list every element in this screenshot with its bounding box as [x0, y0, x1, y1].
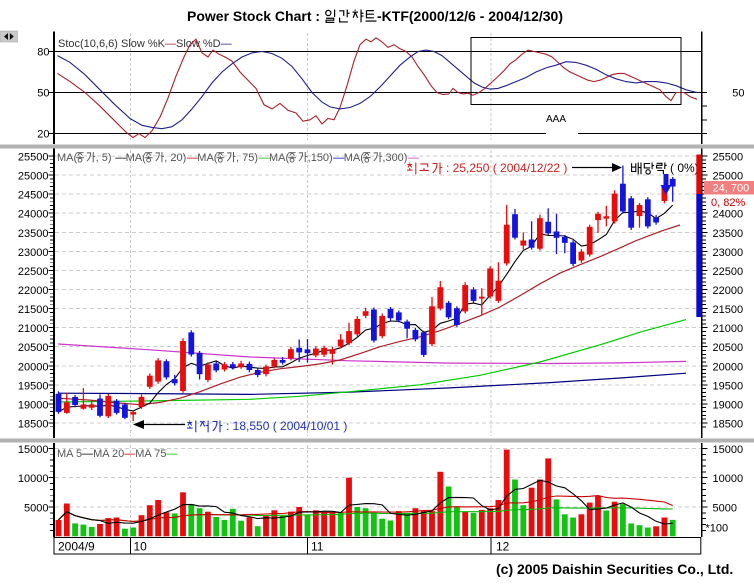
svg-text:50: 50	[37, 88, 49, 100]
svg-text:22500: 22500	[713, 266, 744, 278]
svg-text:MA(: MA(	[344, 152, 365, 164]
svg-text:22000: 22000	[18, 285, 49, 297]
svg-text:*100: *100	[706, 523, 729, 535]
svg-text:MA(: MA(	[126, 152, 146, 164]
svg-text:—: —	[259, 152, 270, 164]
svg-text:12: 12	[496, 540, 510, 554]
svg-text:MA(: MA(	[57, 152, 78, 164]
svg-text:MA 5—MA 20—MA 75—: MA 5—MA 20—MA 75—	[57, 448, 177, 460]
svg-text:—: —	[115, 152, 126, 164]
svg-text:MA(: MA(	[269, 152, 290, 164]
svg-text:24, 700: 24, 700	[713, 183, 750, 195]
svg-text:15000: 15000	[18, 444, 49, 456]
svg-text:—: —	[333, 152, 344, 164]
svg-text:23000: 23000	[713, 247, 744, 259]
svg-text:—: —	[408, 152, 419, 164]
svg-text:19500: 19500	[713, 380, 744, 392]
svg-text:24000: 24000	[18, 209, 49, 221]
svg-text:Power Stock Chart :: Power Stock Chart :	[187, 8, 320, 24]
svg-text:( 0%): ( 0%)	[670, 161, 699, 175]
svg-text:20000: 20000	[18, 361, 49, 373]
svg-text:23000: 23000	[18, 247, 49, 259]
svg-text:Stoc(10,6,6) Slow %K—Slow %D—: Stoc(10,6,6) Slow %K—Slow %D—	[58, 38, 232, 50]
svg-text:: 18,550 ( 2004/10/01 ): : 18,550 ( 2004/10/01 )	[226, 419, 347, 433]
svg-text:20500: 20500	[713, 342, 744, 354]
svg-text:20000: 20000	[713, 361, 744, 373]
svg-text:,300): ,300)	[382, 152, 407, 164]
svg-text:: 25,250 ( 2004/12/22 ): : 25,250 ( 2004/12/22 )	[446, 161, 567, 175]
svg-text:15000: 15000	[713, 444, 744, 456]
svg-text:10: 10	[134, 540, 148, 554]
svg-text:20500: 20500	[18, 342, 49, 354]
svg-text:21500: 21500	[713, 304, 744, 316]
svg-text:18500: 18500	[18, 419, 49, 431]
svg-text:20: 20	[37, 129, 49, 141]
svg-text:MA(: MA(	[197, 152, 218, 164]
svg-text:23500: 23500	[18, 228, 49, 240]
svg-text:5000: 5000	[713, 503, 737, 515]
svg-text:10000: 10000	[18, 473, 49, 485]
svg-text:22000: 22000	[713, 285, 744, 297]
svg-text:19000: 19000	[713, 399, 744, 411]
svg-text:10000: 10000	[713, 473, 744, 485]
svg-text:0, 82%: 0, 82%	[711, 197, 745, 209]
svg-text:,150): ,150)	[308, 152, 333, 164]
svg-text:—: —	[187, 152, 198, 164]
svg-text:21000: 21000	[18, 323, 49, 335]
svg-text:, 5): , 5)	[96, 152, 112, 164]
svg-text:21500: 21500	[18, 304, 49, 316]
svg-text:21000: 21000	[713, 323, 744, 335]
svg-text:18500: 18500	[713, 419, 744, 431]
svg-text:AAA: AAA	[546, 114, 566, 125]
svg-text:24500: 24500	[18, 190, 49, 202]
svg-text:24000: 24000	[713, 209, 744, 221]
svg-text:, 20): , 20)	[164, 152, 186, 164]
svg-text:5000: 5000	[24, 503, 48, 515]
svg-text:-KTF(2000/12/6 - 2004/12/30): -KTF(2000/12/6 - 2004/12/30)	[377, 8, 563, 24]
svg-text:80: 80	[37, 47, 49, 59]
svg-text:19500: 19500	[18, 380, 49, 392]
svg-text:19000: 19000	[18, 399, 49, 411]
svg-text:25000: 25000	[18, 171, 49, 183]
svg-text:11: 11	[311, 540, 324, 554]
svg-text:(c) 2005 Daishin Securities C: (c) 2005 Daishin Securities Co., Ltd.	[496, 561, 733, 577]
svg-text:50: 50	[732, 88, 744, 100]
svg-text:25500: 25500	[18, 152, 49, 164]
svg-text:23500: 23500	[713, 228, 744, 240]
svg-text:25000: 25000	[713, 171, 744, 183]
svg-text:2004/9: 2004/9	[58, 540, 95, 554]
svg-text:, 75): , 75)	[236, 152, 258, 164]
svg-text:25500: 25500	[713, 152, 744, 164]
svg-text:22500: 22500	[18, 266, 49, 278]
